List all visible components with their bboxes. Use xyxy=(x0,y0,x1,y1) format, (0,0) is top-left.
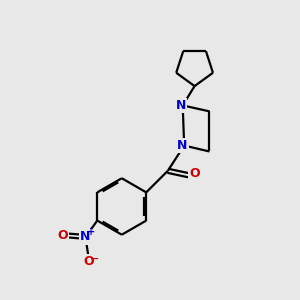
Text: O: O xyxy=(57,229,68,242)
Text: N: N xyxy=(177,139,187,152)
Text: O: O xyxy=(189,167,200,180)
Text: +: + xyxy=(87,227,95,238)
Text: N: N xyxy=(80,230,91,243)
Text: N: N xyxy=(176,99,186,112)
Text: O: O xyxy=(83,255,94,268)
Text: −: − xyxy=(90,254,100,264)
